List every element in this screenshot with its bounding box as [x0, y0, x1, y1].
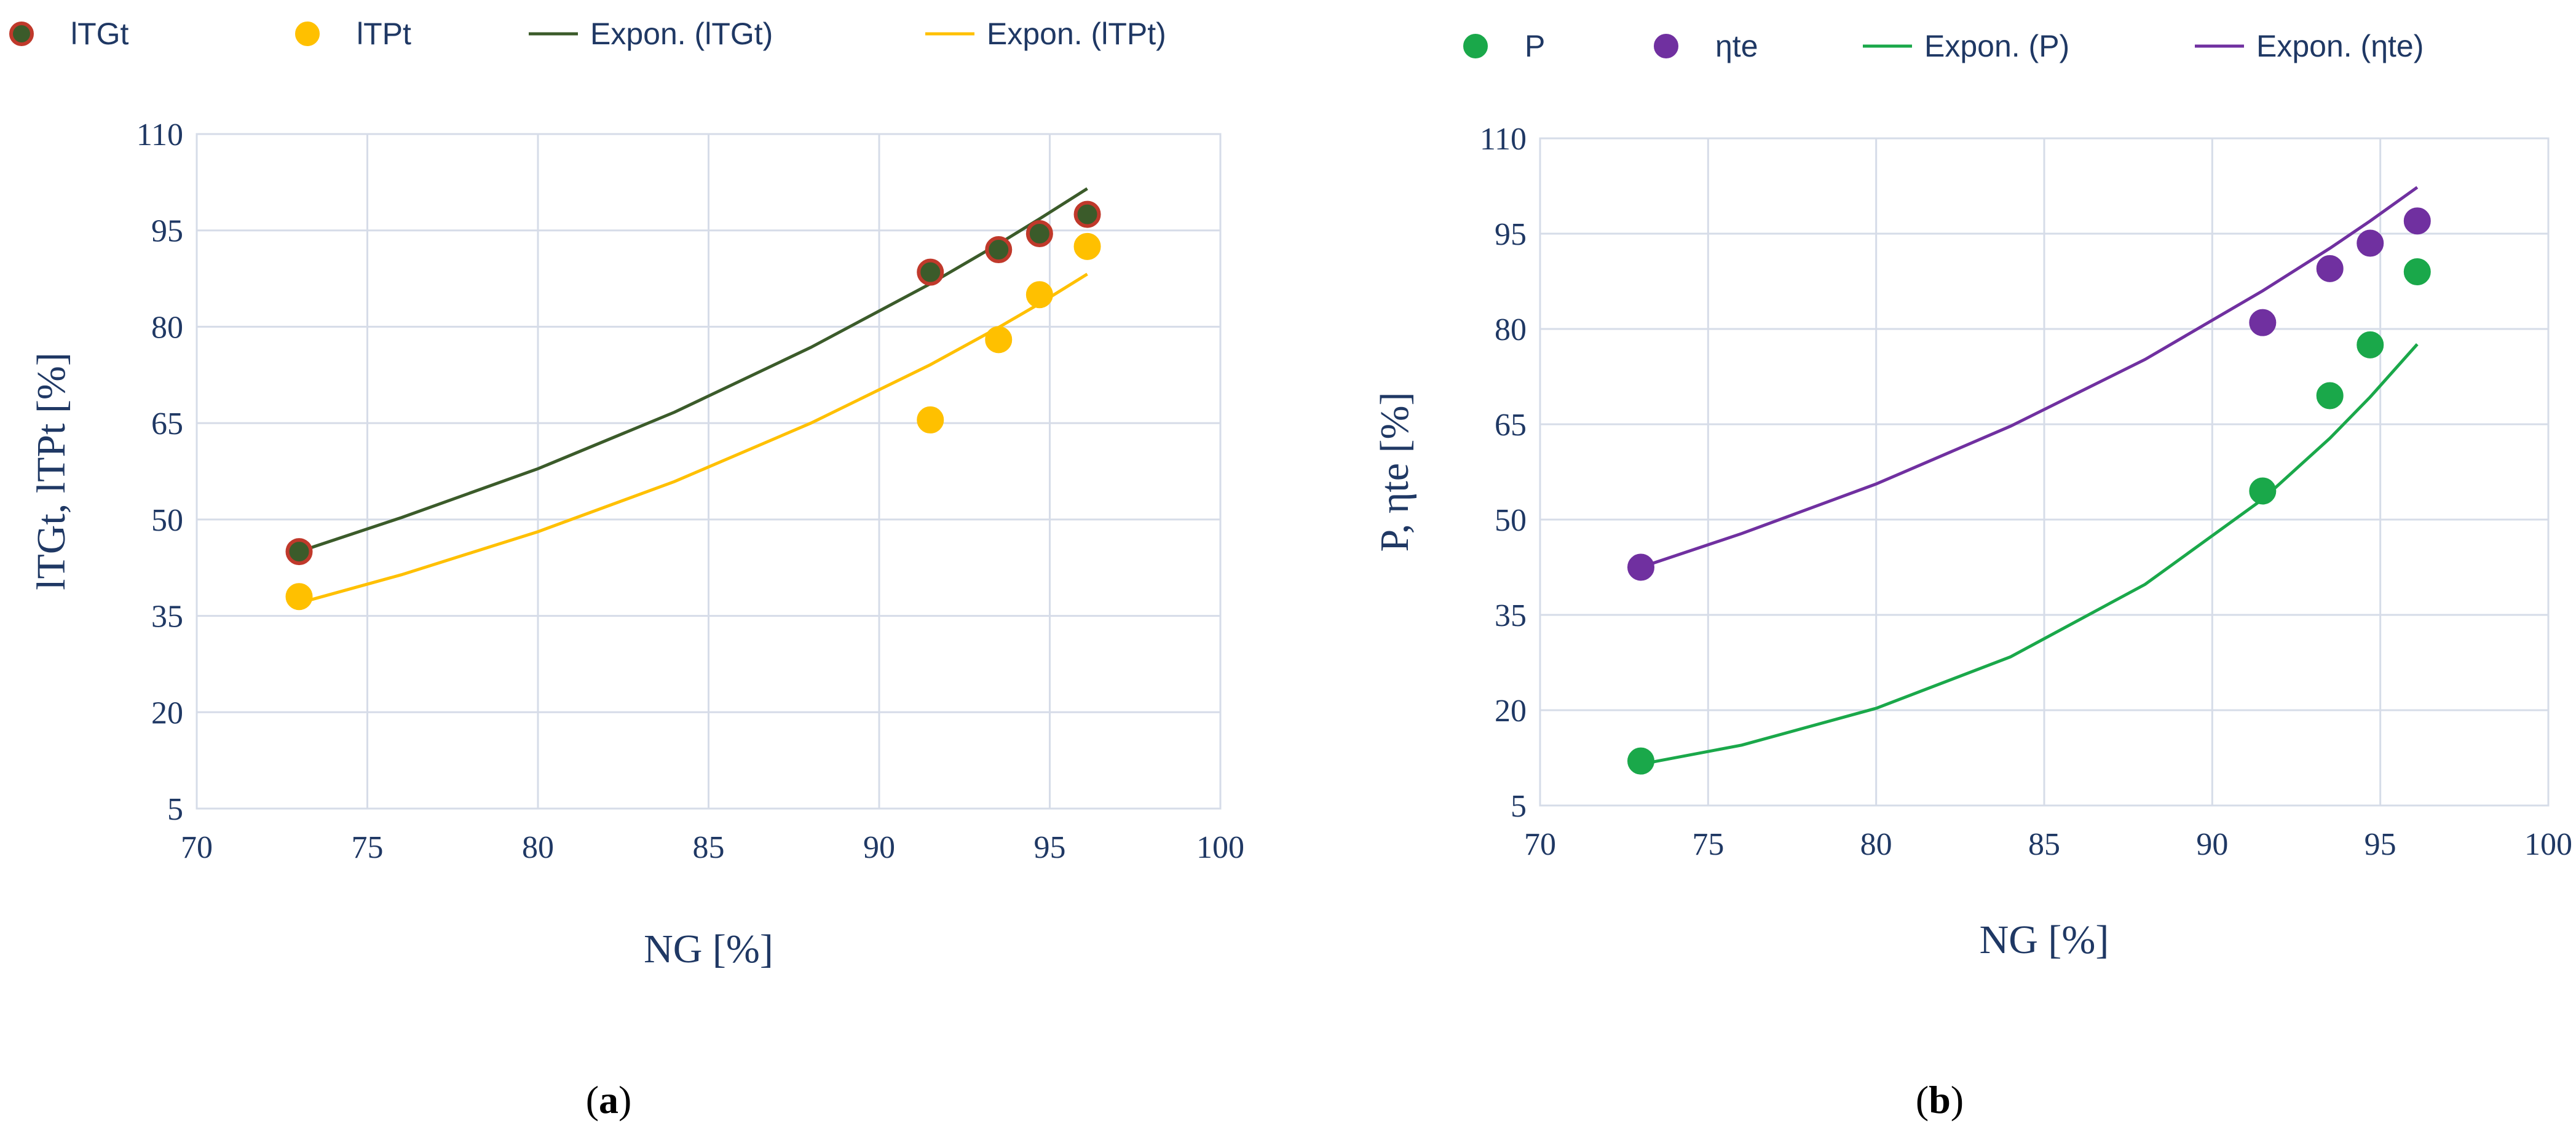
legend-entry: Expon. (lTPt) [925, 17, 1166, 51]
data-point [917, 258, 944, 286]
legend-marker [1654, 34, 1678, 58]
legend-marker [295, 22, 320, 46]
x-axis-title: NG [%] [1980, 917, 2109, 962]
data-point [2249, 309, 2277, 336]
data-point [285, 538, 313, 566]
caption-close-paren: ) [618, 1078, 631, 1122]
y-tick-label: 20 [1495, 694, 1527, 729]
legend-label: Expon. (ηte) [2256, 29, 2424, 63]
y-tick-label: 95 [151, 214, 183, 249]
y-tick-label: 65 [151, 406, 183, 441]
data-point [2249, 477, 2277, 505]
data-point [917, 406, 944, 433]
data-point [1025, 220, 1053, 247]
y-tick-label: 5 [167, 792, 183, 827]
legend-label: Expon. (lTPt) [987, 17, 1166, 51]
caption-open-paren: ( [586, 1078, 599, 1122]
data-point [1073, 232, 1101, 260]
legend-label: ηte [1715, 29, 1758, 63]
caption-open-paren: ( [1916, 1078, 1929, 1122]
data-point [2357, 229, 2384, 257]
y-tick-label: 50 [151, 503, 183, 538]
legend-entry: lTPt [295, 17, 411, 51]
data-point [2316, 255, 2344, 282]
x-tick-label: 95 [1034, 830, 1066, 865]
legend-entry: Expon. (lTGt) [529, 17, 773, 51]
x-tick-label: 100 [1196, 830, 1244, 865]
data-point [1025, 281, 1053, 309]
legend-label: Expon. (P) [1924, 29, 2069, 63]
legend-entry: lTGt [9, 17, 129, 51]
trendline-first [298, 187, 1088, 553]
legend-entry: ηte [1654, 29, 1758, 63]
legend-label: Expon. (lTGt) [590, 17, 773, 51]
x-tick-label: 70 [181, 830, 213, 865]
x-tick-label: 95 [2365, 827, 2396, 862]
data-point [985, 236, 1013, 264]
x-tick-label: 75 [352, 830, 384, 865]
data-point [2403, 258, 2431, 285]
y-tick-label: 65 [1495, 408, 1527, 443]
panel-caption: (b) [1916, 1078, 1964, 1122]
data-point [2316, 382, 2344, 410]
y-tick-label: 50 [1495, 503, 1527, 538]
panel-b: 70 75 80 85 90 95 100 5 20 35 50 65 80 95 110 NG [%] P, … [1372, 29, 2572, 1122]
y-tick-label: 95 [1495, 217, 1527, 252]
x-tick-label: 85 [2028, 827, 2060, 862]
legend-entry: Expon. (P) [1863, 29, 2069, 63]
y-tick-label: 110 [1480, 122, 1527, 157]
data-point [2357, 331, 2384, 358]
x-tick-label: 90 [2196, 827, 2228, 862]
legend-label: P [1525, 29, 1545, 63]
x-tick-label: 75 [1692, 827, 1724, 862]
x-tick-label: 80 [522, 830, 554, 865]
y-axis-title: P, ηte [%] [1372, 392, 1417, 552]
data-point [2403, 207, 2431, 235]
caption-close-paren: ) [1951, 1078, 1964, 1122]
data-point [285, 583, 313, 611]
caption-letter: b [1929, 1078, 1951, 1122]
x-axis-title: NG [%] [644, 927, 773, 972]
data-point [1073, 200, 1101, 228]
legend-entry: P [1463, 29, 1545, 63]
y-tick-label: 35 [1495, 598, 1527, 633]
x-tick-label: 100 [2524, 827, 2572, 862]
y-tick-label: 35 [151, 600, 183, 635]
y-tick-label: 80 [1495, 312, 1527, 347]
legend-entry: Expon. (ηte) [2195, 29, 2424, 63]
y-tick-label: 110 [136, 117, 183, 152]
panel-a: 70 75 80 85 90 95 100 5 20 35 50 65 80 95 110 NG [%] lTG… [9, 17, 1244, 1122]
legend-marker [1463, 34, 1488, 58]
trendline-second [1640, 186, 2419, 569]
data-point [985, 326, 1013, 354]
panel-caption: (a) [586, 1078, 632, 1122]
x-tick-label: 85 [693, 830, 725, 865]
y-tick-label: 5 [1511, 789, 1527, 824]
caption-letter: a [599, 1078, 618, 1122]
x-tick-label: 90 [863, 830, 895, 865]
legend-marker [9, 22, 34, 46]
data-point [1627, 747, 1654, 775]
legend-label: lTPt [357, 17, 411, 51]
y-axis-title: lTGt, lTPt [%] [29, 352, 74, 590]
y-tick-label: 80 [151, 310, 183, 345]
data-point [1627, 553, 1654, 581]
trendline-first [1640, 343, 2419, 766]
x-tick-label: 70 [1524, 827, 1556, 862]
x-tick-label: 80 [1860, 827, 1892, 862]
trendline-second [298, 272, 1088, 605]
legend-label: lTGt [71, 17, 129, 51]
y-tick-label: 20 [151, 695, 183, 730]
